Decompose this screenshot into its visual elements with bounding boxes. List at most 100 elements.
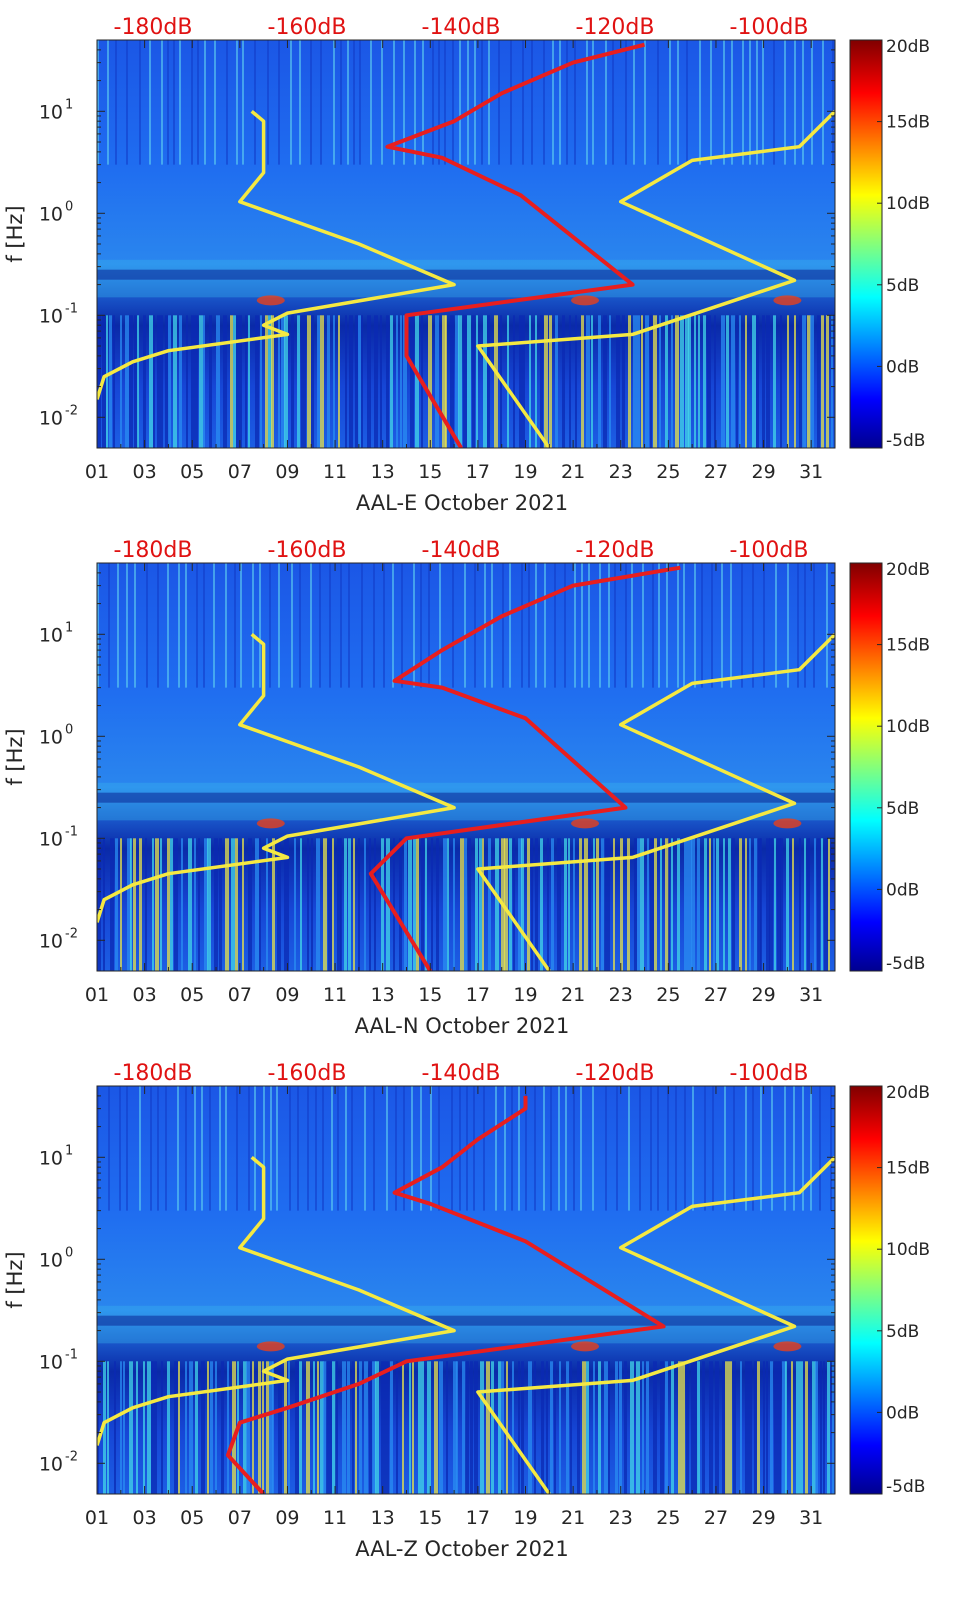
series-noise-model-low [97, 632, 456, 923]
y-tick-label: 10 [39, 1453, 63, 1475]
x-tick-label: 25 [656, 984, 680, 1006]
top-db-label: -120dB [576, 1061, 655, 1086]
y-tick-label: 10 [39, 203, 63, 225]
x-tick-label: 15 [418, 984, 442, 1006]
top-db-label: -180dB [114, 538, 193, 563]
x-tick-label: 13 [371, 1507, 395, 1529]
colorbar-label: 5dB [886, 276, 919, 296]
x-tick-label: 11 [323, 984, 347, 1006]
y-tick-label: 10 [39, 1147, 63, 1169]
colorbar-label: 5dB [886, 799, 919, 819]
spectrogram [97, 40, 835, 448]
top-db-label: -120dB [576, 15, 655, 40]
x-tick-label: 09 [275, 461, 299, 483]
x-tick-label: 01 [85, 461, 109, 483]
x-tick-label: 11 [323, 461, 347, 483]
x-tick-label: 05 [180, 461, 204, 483]
colorbar-label: 10dB [886, 717, 930, 737]
y-axis-title: f [Hz] [3, 728, 27, 785]
top-db-label: -180dB [114, 1061, 193, 1086]
series-noise-model-low [97, 109, 456, 400]
colorbar-label: 20dB [886, 37, 930, 57]
y-tick-exponent: -2 [65, 403, 78, 418]
x-axis-title: AAL-Z October 2021 [355, 1537, 568, 1561]
x-tick-label: 27 [704, 984, 728, 1006]
x-tick-label: 05 [180, 1507, 204, 1529]
y-tick-label: 10 [39, 624, 63, 646]
colorbar-label: 10dB [886, 194, 930, 214]
top-db-label: -120dB [576, 538, 655, 563]
series-noise-model-high [476, 1156, 835, 1494]
top-db-label: -100dB [730, 538, 809, 563]
y-tick-label: 10 [39, 930, 63, 952]
colorbar-label: 0dB [886, 1403, 919, 1423]
x-tick-label: 03 [133, 984, 157, 1006]
y-tick-label: 10 [39, 305, 63, 327]
colorbar-label: 10dB [886, 1240, 930, 1260]
series-noise-model-high [476, 633, 835, 971]
x-tick-label: 07 [228, 461, 252, 483]
y-tick-exponent: 0 [65, 1245, 73, 1260]
x-tick-label: 21 [561, 984, 585, 1006]
colorbar [849, 1085, 883, 1495]
x-tick-label: 23 [609, 1507, 633, 1529]
x-tick-label: 13 [371, 461, 395, 483]
x-tick-label: 27 [704, 461, 728, 483]
x-tick-label: 09 [275, 1507, 299, 1529]
x-tick-label: 11 [323, 1507, 347, 1529]
x-tick-label: 31 [799, 984, 823, 1006]
x-tick-label: 01 [85, 1507, 109, 1529]
series-noise-model-high [476, 110, 835, 448]
colorbar-label: 15dB [886, 113, 930, 133]
top-db-label: -100dB [730, 1061, 809, 1086]
colorbar-label: 5dB [886, 1322, 919, 1342]
top-db-label: -140dB [422, 15, 501, 40]
y-tick-exponent: -2 [65, 926, 78, 941]
y-tick-exponent: 0 [65, 199, 73, 214]
x-tick-label: 15 [418, 1507, 442, 1529]
x-tick-label: 07 [228, 984, 252, 1006]
x-tick-label: 03 [133, 461, 157, 483]
x-tick-label: 31 [799, 461, 823, 483]
top-db-label: -160dB [268, 538, 347, 563]
x-tick-label: 23 [609, 984, 633, 1006]
colorbar-label: -5dB [886, 431, 925, 451]
colorbar [849, 39, 883, 449]
y-tick-label: 10 [39, 407, 63, 429]
colorbar-label: -5dB [886, 954, 925, 974]
x-tick-label: 23 [609, 461, 633, 483]
top-db-label: -180dB [114, 15, 193, 40]
y-tick-exponent: -2 [65, 1449, 78, 1464]
y-tick-exponent: -1 [65, 301, 78, 316]
y-tick-exponent: 0 [65, 722, 73, 737]
x-tick-label: 13 [371, 984, 395, 1006]
x-tick-label: 07 [228, 1507, 252, 1529]
y-tick-label: 10 [39, 726, 63, 748]
x-tick-label: 15 [418, 461, 442, 483]
y-tick-exponent: -1 [65, 1347, 78, 1362]
colorbar-label: 15dB [886, 636, 930, 656]
colorbar-label: 20dB [886, 560, 930, 580]
series-median-PSD [368, 565, 681, 971]
x-tick-label: 03 [133, 1507, 157, 1529]
x-tick-label: 01 [85, 984, 109, 1006]
y-tick-label: 10 [39, 101, 63, 123]
x-tick-label: 29 [751, 461, 775, 483]
y-tick-label: 10 [39, 1351, 63, 1373]
top-db-label: -160dB [268, 15, 347, 40]
y-tick-exponent: 1 [65, 97, 73, 112]
x-tick-label: 19 [513, 984, 537, 1006]
colorbar-label: 15dB [886, 1159, 930, 1179]
x-tick-label: 19 [513, 1507, 537, 1529]
x-tick-label: 21 [561, 461, 585, 483]
x-tick-label: 29 [751, 984, 775, 1006]
top-db-label: -100dB [730, 15, 809, 40]
top-db-label: -140dB [422, 538, 501, 563]
y-axis-title: f [Hz] [3, 1251, 27, 1308]
series-noise-model-low [97, 1155, 456, 1446]
y-axis-title: f [Hz] [3, 205, 27, 262]
x-tick-label: 31 [799, 1507, 823, 1529]
